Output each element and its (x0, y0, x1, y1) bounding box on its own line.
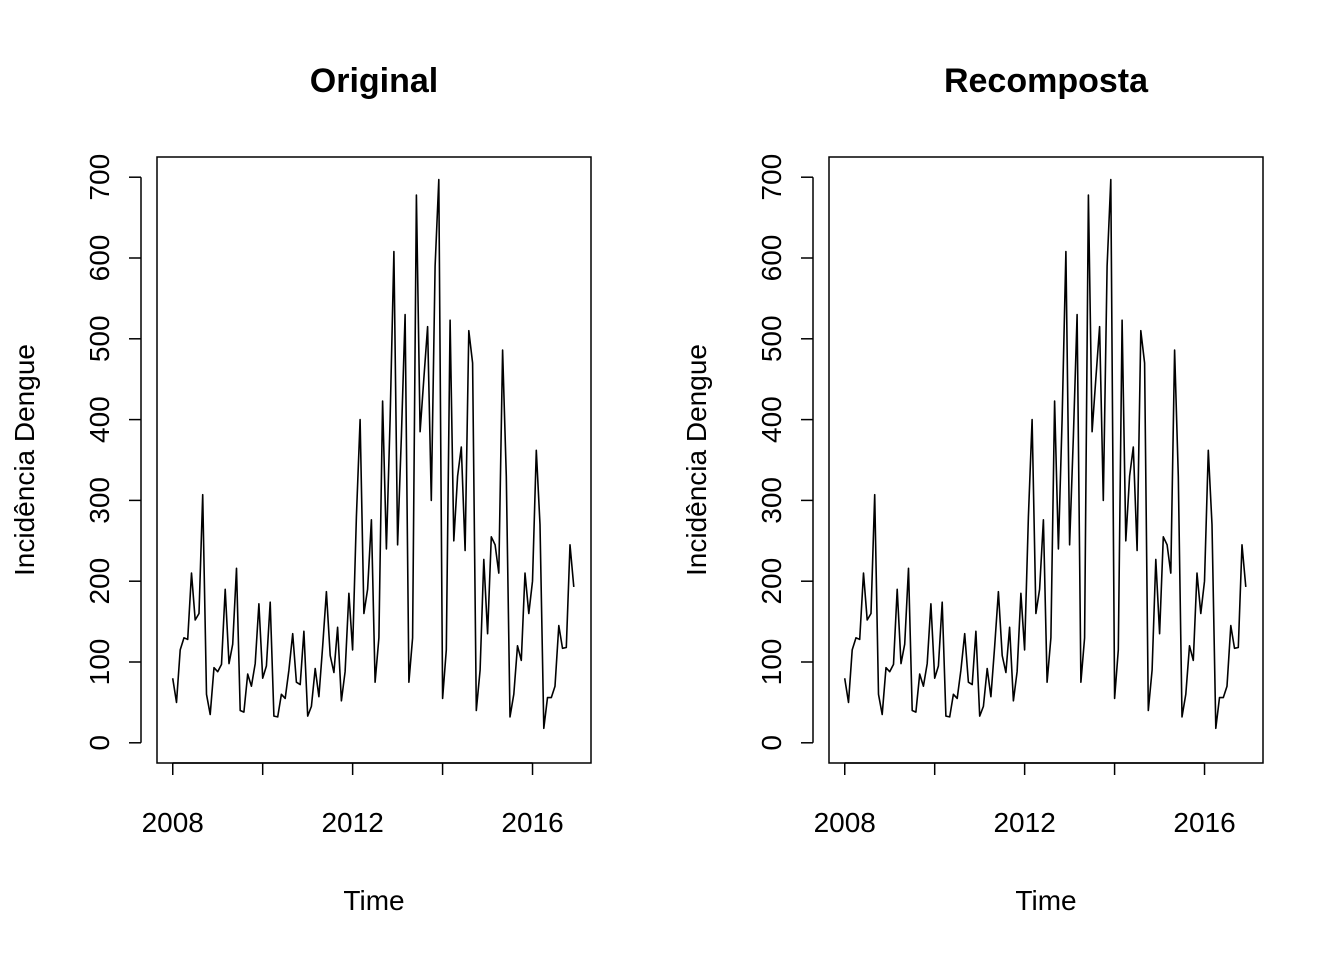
plot-frame (828, 156, 1264, 764)
y-tick-label: 0 (84, 735, 115, 751)
y-tick-label: 700 (84, 154, 115, 201)
chart-title: Recomposta (944, 62, 1149, 100)
y-tick-label: 200 (756, 558, 787, 605)
x-tick-label: 2012 (321, 807, 383, 838)
x-tick-label: 2016 (1173, 807, 1235, 838)
series-line (843, 178, 1247, 730)
y-tick-label: 400 (756, 396, 787, 443)
panel-recomposta: Recomposta 2008 2012 2016 0 100 200 300 400 500 60… (681, 62, 1264, 916)
y-tick-label: 300 (84, 477, 115, 524)
x-axis-label: Time (1015, 885, 1076, 916)
y-axis-label: Incidência Dengue (681, 344, 712, 576)
y-tick-label: 100 (756, 639, 787, 686)
panel-original: Original 2008 2012 2016 0 100 200 300 400 500 600 7… (9, 62, 592, 916)
y-tick-label: 600 (84, 235, 115, 282)
y-tick-label: 400 (84, 396, 115, 443)
y-tick-label: 300 (756, 477, 787, 524)
y-tick-label: 500 (756, 315, 787, 362)
x-tick-label: 2008 (814, 807, 876, 838)
x-tick-label: 2012 (993, 807, 1055, 838)
y-axis-label: Incidência Dengue (9, 344, 40, 576)
chart-title: Original (310, 62, 438, 100)
y-tick-label: 500 (84, 315, 115, 362)
y-tick-label: 100 (84, 639, 115, 686)
y-tick-label: 600 (756, 235, 787, 282)
y-tick-label: 700 (756, 154, 787, 201)
x-tick-label: 2008 (142, 807, 204, 838)
series-line (171, 178, 575, 730)
plot-frame (156, 156, 592, 764)
y-tick-label: 0 (756, 735, 787, 751)
x-tick-label: 2016 (501, 807, 563, 838)
x-axis-label: Time (343, 885, 404, 916)
y-tick-label: 200 (84, 558, 115, 605)
